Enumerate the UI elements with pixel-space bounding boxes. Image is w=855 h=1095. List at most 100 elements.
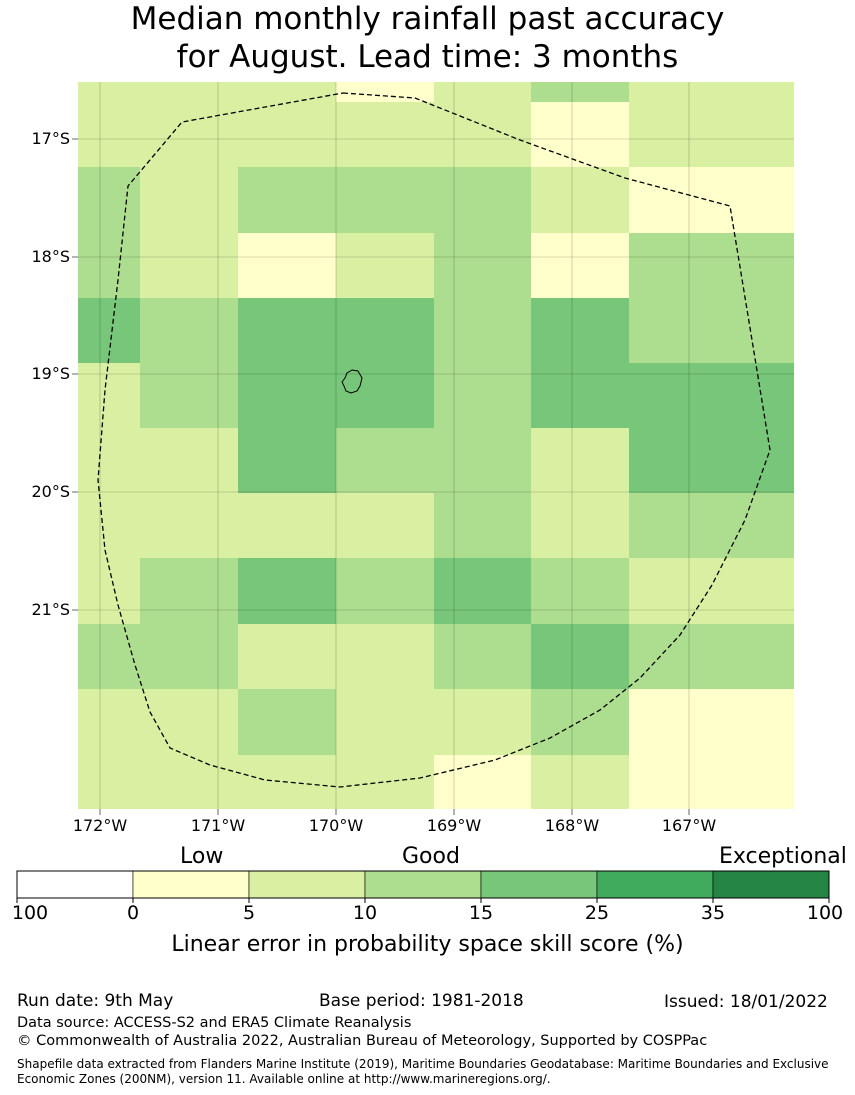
colorbar-category-good: Good [402,844,460,869]
map-cell [629,167,727,233]
map-cell [140,558,238,624]
colorbar-swatch [480,870,598,899]
map-cell [78,755,140,809]
map-cell [434,82,531,102]
lon-label: 170°W [308,816,364,835]
map-cell [434,102,531,167]
lat-label: 20°S [31,482,70,501]
map-cell [434,493,531,558]
colorbar-frame [16,870,830,899]
colorbar-label: Linear error in probability space skill … [171,932,684,957]
map-cell [531,363,629,428]
colorbar-tick-label: 100 [11,902,49,924]
map-cell [336,558,434,624]
base-period: Base period: 1981-2018 [319,991,524,1011]
map-cell [434,233,531,298]
map-cell [531,82,629,102]
colorbar-tick-label: 0 [126,902,140,924]
map-cell [434,624,531,689]
colorbar-tick-label: 100 [806,902,844,924]
map-cell [336,298,434,363]
shapefile-credit-line-2: Economic Zones (200NM), version 11. Avai… [17,1072,551,1086]
colorbar-swatch [596,870,714,899]
map-cell [629,755,727,809]
eez-boundary [97,92,771,788]
lon-label: 171°W [190,816,246,835]
map-cell [727,493,794,558]
map-cell [238,167,336,233]
map-cell [140,82,238,102]
colorbar-tick-label: 25 [584,902,610,924]
map-cell [727,167,794,233]
map-cell [336,233,434,298]
map-cell [238,298,336,363]
map-cell [727,82,794,102]
map-cell [434,689,531,755]
map-cell [727,298,794,363]
map-cell [78,233,140,298]
map-cell [78,363,140,428]
map-cell [140,428,238,493]
map-cell [238,363,336,428]
map-cell [140,167,238,233]
map-cell [336,363,434,428]
map-cell [434,558,531,624]
map-cell [78,624,140,689]
map-cell [531,493,629,558]
map-cell [140,755,238,809]
map-cell [531,428,629,493]
map-cell [78,102,140,167]
map-cell [434,298,531,363]
map-cell [78,428,140,493]
map-cell [629,298,727,363]
map-cell [140,624,238,689]
map-cell [629,82,727,102]
map-cell [238,82,336,102]
map-cell [727,755,794,809]
niue-island-outline [341,369,363,394]
colorbar-category-exceptional: Exceptional [719,844,847,869]
colorbar-tick-label: 35 [700,902,726,924]
map-cell [629,233,727,298]
map-cell [140,233,238,298]
map-cell [434,167,531,233]
lat-label: 19°S [31,364,70,383]
map-cell [629,363,727,428]
map-cell [238,493,336,558]
map-cell [140,102,238,167]
map-cell [140,298,238,363]
map-cell [238,558,336,624]
map-cell [140,363,238,428]
colorbar-swatch [248,870,366,899]
map-cell [78,82,140,102]
map-cell [629,558,727,624]
map-cell [531,755,629,809]
map-cell [531,102,629,167]
map-cell [434,363,531,428]
map-cell [629,102,727,167]
map-cell [727,624,794,689]
colorbar-tick-label: 15 [468,902,494,924]
map-cell [531,558,629,624]
copyright: © Commonwealth of Australia 2022, Austra… [17,1033,708,1049]
run-date: Run date: 9th May [17,991,174,1011]
map-cell [629,428,727,493]
lat-label: 17°S [31,129,70,148]
map-cell [336,689,434,755]
map-cell [727,363,794,428]
colorbar-swatch [712,870,830,899]
map-cell [78,689,140,755]
map-cell [336,167,434,233]
map-cell [727,233,794,298]
issued-date: Issued: 18/01/2022 [664,992,828,1012]
map-cell [531,624,629,689]
map-cell [434,755,531,809]
title-line-2: for August. Lead time: 3 months [176,39,679,75]
map-cell [238,689,336,755]
map-cell [78,167,140,233]
lon-label: 167°W [661,816,717,835]
map-cell [140,493,238,558]
lat-label: 18°S [31,247,70,266]
shapefile-credit-line-1: Shapefile data extracted from Flanders M… [17,1057,829,1071]
